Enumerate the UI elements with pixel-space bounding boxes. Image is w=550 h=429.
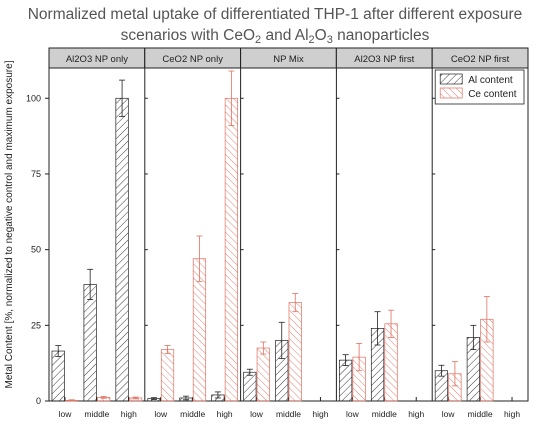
bar-al [115, 97, 129, 402]
x-tick-label: high [312, 409, 328, 419]
x-tick-label: middle [180, 409, 205, 419]
y-tick-label: 75 [31, 169, 41, 179]
x-tick-label: low [154, 409, 168, 419]
x-tick-label: middle [84, 409, 109, 419]
bar-al [339, 359, 353, 402]
panel-title: CeO2 NP only [162, 54, 223, 65]
x-tick-label: middle [276, 409, 301, 419]
x-tick-label: low [59, 409, 73, 419]
y-tick-label: 50 [31, 245, 41, 255]
x-tick-label: low [442, 409, 456, 419]
y-tick-label: 100 [26, 93, 41, 103]
panel-title: CeO2 NP first [451, 54, 510, 65]
x-tick-label: high [504, 409, 520, 419]
legend-swatch-al [439, 73, 463, 85]
chart-title-line-1: Normalized metal uptake of differentiate… [27, 6, 523, 23]
y-tick-label: 25 [31, 320, 41, 330]
bar-ce [224, 97, 238, 402]
bar-al [83, 284, 97, 402]
x-tick-label: high [408, 409, 424, 419]
legend-swatch-ce [439, 87, 463, 99]
y-axis-label: Metal Content [%, normalized to negative… [4, 60, 15, 388]
legend-label-al: Al content [468, 75, 513, 86]
bar-ce [160, 349, 175, 402]
x-tick-label: high [217, 409, 233, 419]
chart-title-line-2: scenarios with CeO2 and Al2O3 nanopartic… [120, 27, 430, 46]
bar-al [51, 350, 65, 402]
x-tick-label: low [346, 409, 360, 419]
panel-header [431, 47, 529, 69]
bar-ce [288, 302, 302, 402]
x-tick-label: middle [468, 409, 493, 419]
panel-title: Al2O3 NP only [66, 54, 128, 65]
bar-ce [256, 347, 270, 402]
x-tick-label: middle [372, 409, 397, 419]
x-tick-label: high [121, 409, 137, 419]
legend-label-ce: Ce content [468, 89, 517, 100]
panel-title: Al2O3 NP first [354, 54, 414, 65]
y-tick-label: 0 [36, 396, 41, 406]
panel-title: NP Mix [273, 54, 304, 65]
x-tick-label: low [250, 409, 264, 419]
bar-al [243, 371, 257, 402]
